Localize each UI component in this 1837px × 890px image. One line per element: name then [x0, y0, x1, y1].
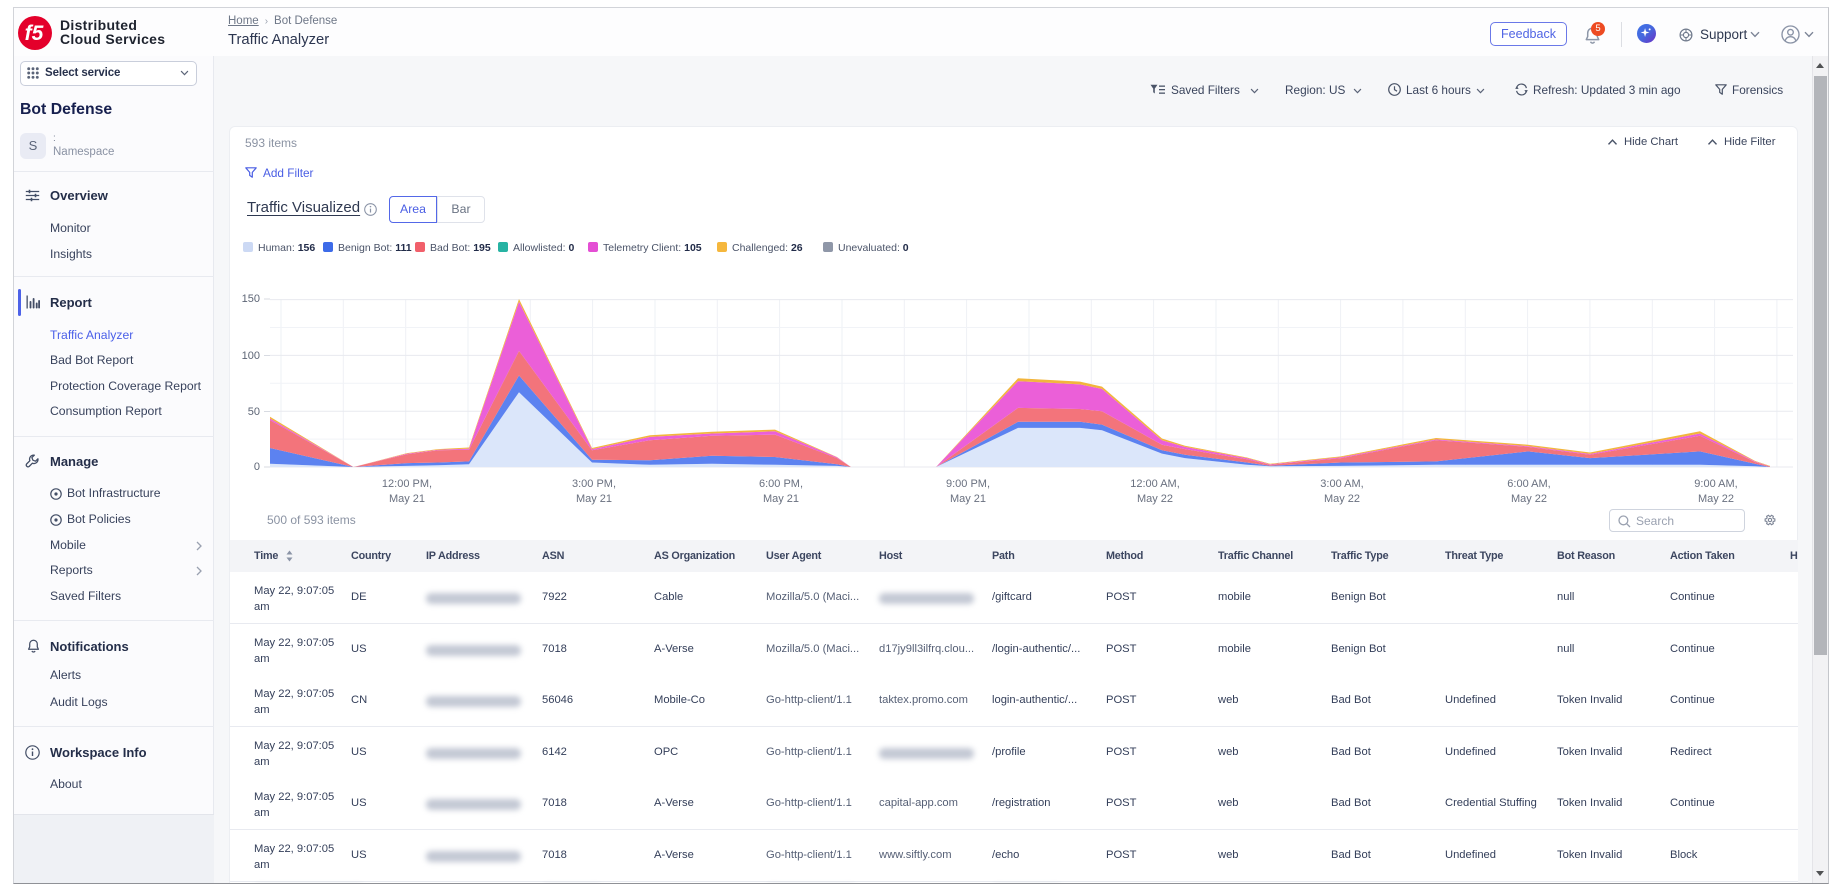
svg-text:f5: f5 [25, 22, 44, 45]
